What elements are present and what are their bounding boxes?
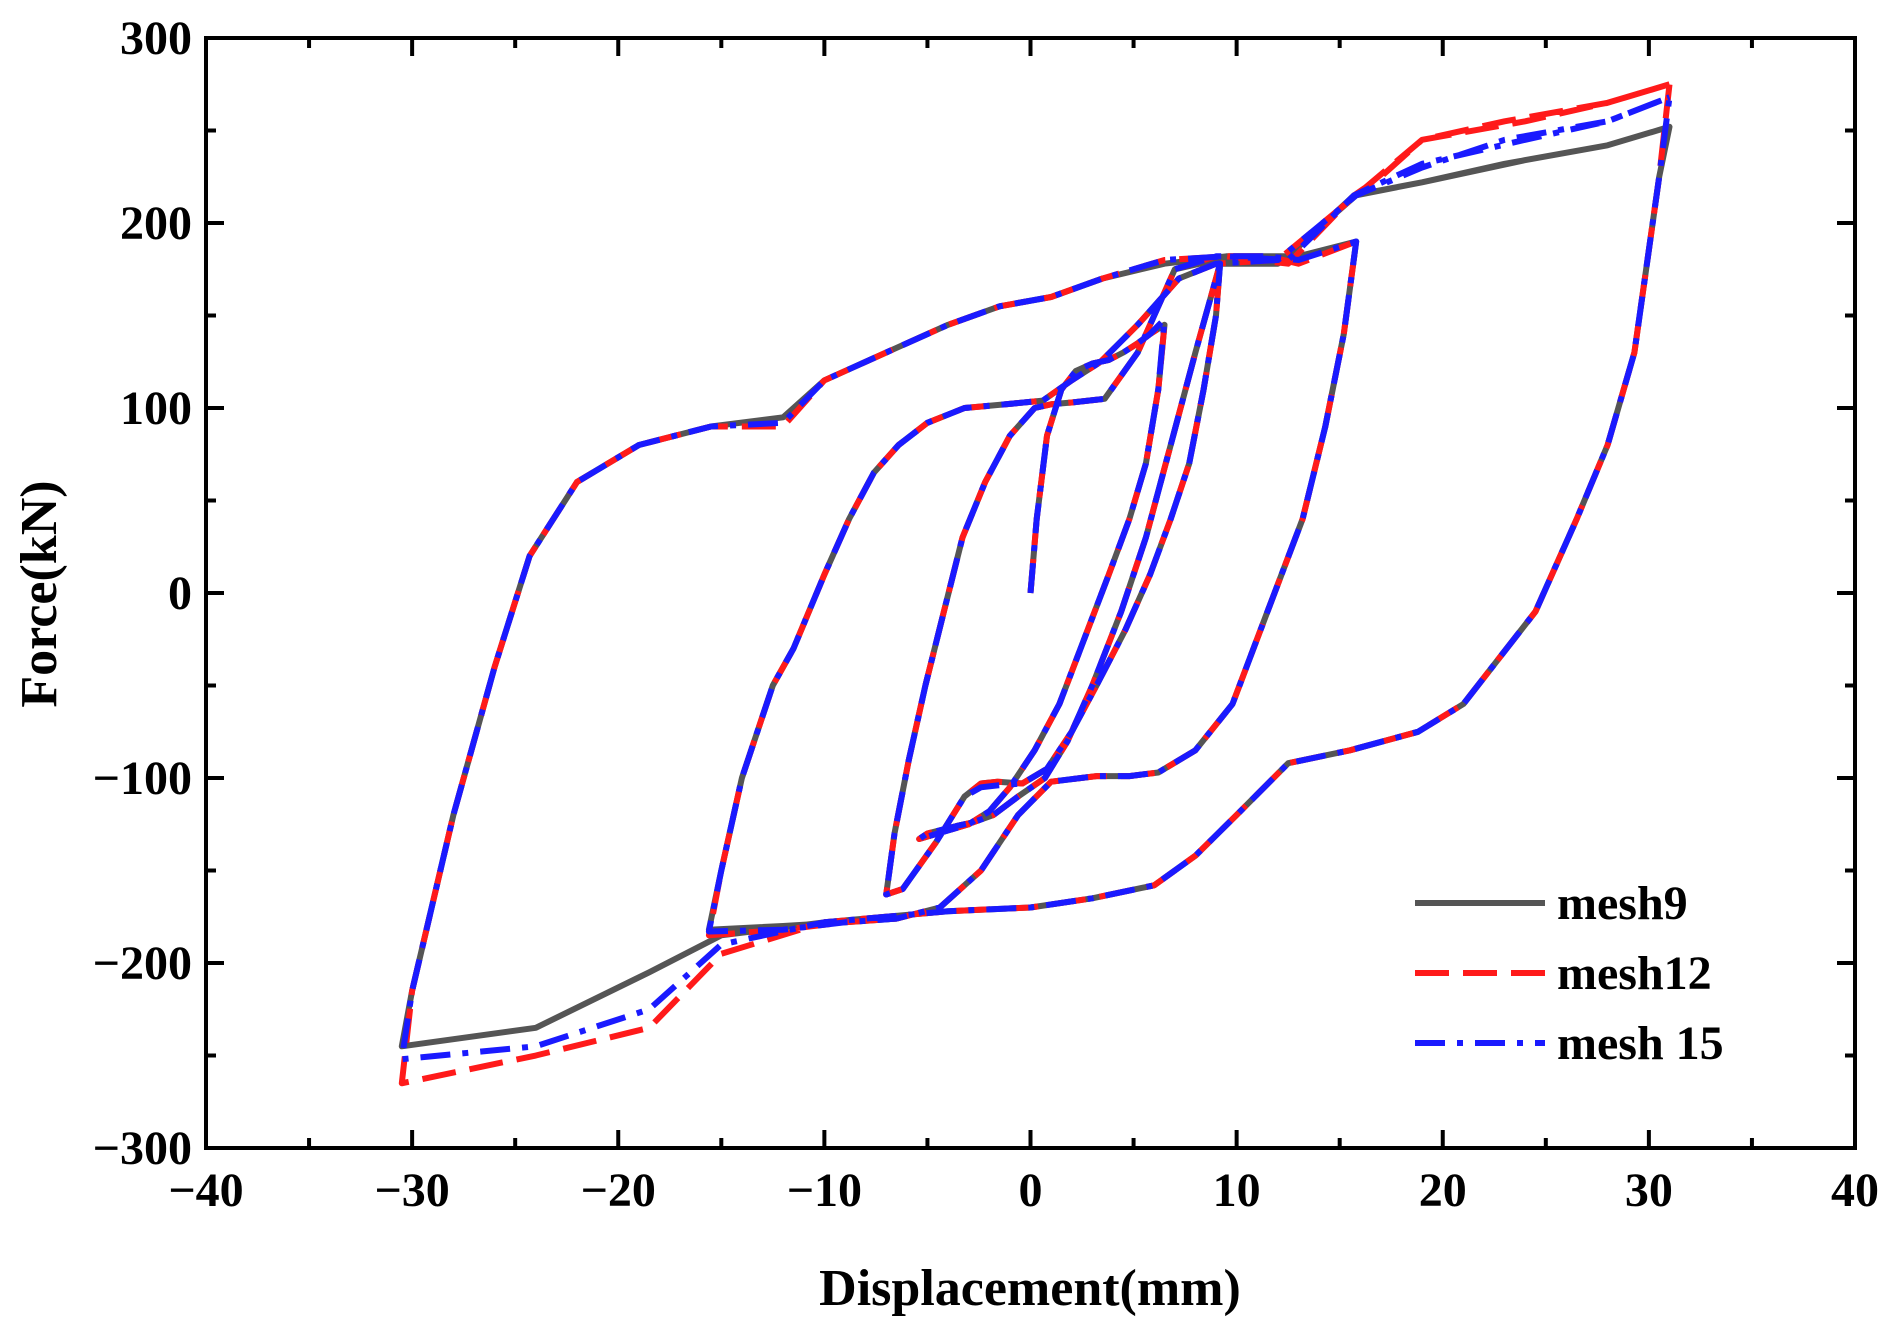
x-tick-label: −20: [581, 1164, 656, 1217]
x-tick-label: 10: [1213, 1164, 1261, 1217]
y-tick-label: 0: [168, 567, 192, 620]
y-tick-label: −100: [93, 752, 192, 805]
x-axis-title: Displacement(mm): [819, 1260, 1241, 1317]
y-tick-label: 300: [120, 12, 192, 65]
y-tick-label: 100: [120, 382, 192, 435]
legend: mesh9 mesh12 mesh 15: [1415, 877, 1724, 1070]
legend-label-mesh-15: mesh 15: [1557, 1017, 1724, 1070]
y-tick-label: −200: [93, 937, 192, 990]
y-axis-title: Force(kN): [11, 480, 68, 707]
x-tick-label: −40: [168, 1164, 243, 1217]
series-line-mesh12: [398, 81, 1673, 1087]
x-tick-label: 0: [1019, 1164, 1043, 1217]
series-line-mesh-15: [398, 94, 1673, 1063]
x-tick-label: 30: [1625, 1164, 1673, 1217]
y-tick-label: −300: [93, 1122, 192, 1175]
legend-label-mesh9: mesh9: [1557, 877, 1688, 930]
x-tick-label: 40: [1831, 1164, 1879, 1217]
axes: −40 −30 −20 −10 0 10 20 30 40−300−200−1000100200…: [93, 12, 1879, 1217]
legend-label-mesh12: mesh12: [1557, 947, 1712, 1000]
x-tick-label: −30: [374, 1164, 449, 1217]
x-tick-label: −10: [787, 1164, 862, 1217]
plot-area: [398, 81, 1673, 1087]
x-tick-label: 20: [1419, 1164, 1467, 1217]
y-tick-label: 200: [120, 197, 192, 250]
